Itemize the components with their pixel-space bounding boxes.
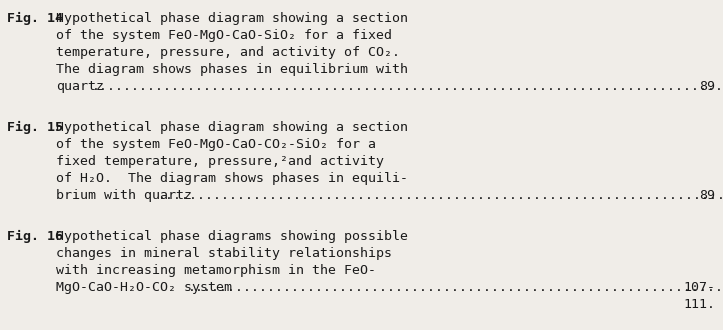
Text: Hypothetical phase diagram showing a section: Hypothetical phase diagram showing a sec…: [56, 121, 408, 134]
Text: temperature, pressure, and activity of CO₂.: temperature, pressure, and activity of C…: [56, 46, 400, 59]
Text: Hypothetical phase diagrams showing possible: Hypothetical phase diagrams showing poss…: [56, 230, 408, 243]
Text: fixed temperature, pressure,²and activity: fixed temperature, pressure,²and activit…: [56, 155, 384, 168]
Text: 89: 89: [699, 189, 715, 202]
Text: Fig. 15: Fig. 15: [7, 121, 63, 134]
Text: Hypothetical phase diagram showing a section: Hypothetical phase diagram showing a sec…: [56, 12, 408, 25]
Text: quartz: quartz: [56, 80, 104, 93]
Text: of H₂O.  The diagram shows phases in equili-: of H₂O. The diagram shows phases in equi…: [56, 172, 408, 185]
Text: ................................................................................: ........................................…: [92, 80, 723, 93]
Text: of the system FeO-MgO-CaO-CO₂-SiO₂ for a: of the system FeO-MgO-CaO-CO₂-SiO₂ for a: [56, 138, 376, 151]
Text: of the system FeO-MgO-CaO-SiO₂ for a fixed: of the system FeO-MgO-CaO-SiO₂ for a fix…: [56, 29, 392, 42]
Text: MgO-CaO-H₂O-CO₂ system: MgO-CaO-H₂O-CO₂ system: [56, 281, 232, 294]
Text: 111.: 111.: [683, 298, 715, 311]
Text: Fig. 14: Fig. 14: [7, 12, 63, 25]
Text: 107-: 107-: [683, 281, 715, 294]
Text: 89: 89: [699, 80, 715, 93]
Text: The diagram shows phases in equilibrium with: The diagram shows phases in equilibrium …: [56, 63, 408, 76]
Text: Fig. 16: Fig. 16: [7, 230, 63, 243]
Text: with increasing metamorphism in the FeO-: with increasing metamorphism in the FeO-: [56, 264, 376, 277]
Text: ................................................................................: ........................................…: [158, 189, 723, 202]
Text: ................................................................................: ........................................…: [188, 281, 723, 294]
Text: brium with quartz: brium with quartz: [56, 189, 192, 202]
Text: changes in mineral stability relationships: changes in mineral stability relationshi…: [56, 247, 392, 260]
